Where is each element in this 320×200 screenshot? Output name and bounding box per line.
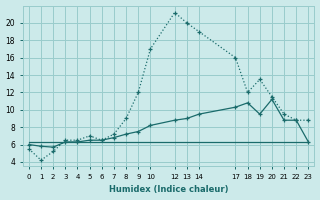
X-axis label: Humidex (Indice chaleur): Humidex (Indice chaleur) [109,185,228,194]
